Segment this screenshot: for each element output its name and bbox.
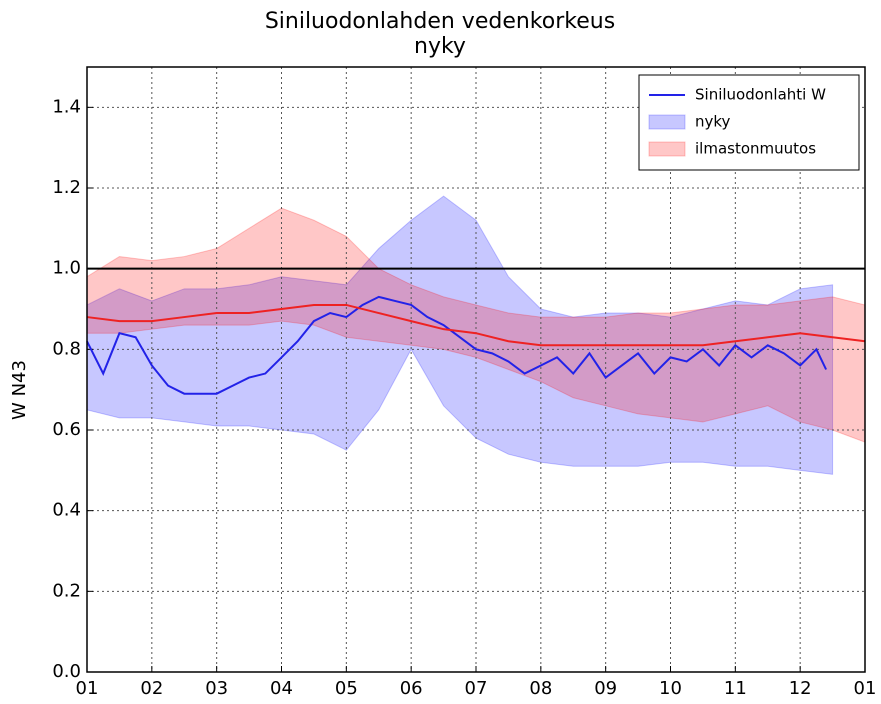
x-tick-label: 03 bbox=[205, 678, 228, 699]
y-tick-label: 0.8 bbox=[52, 338, 81, 359]
x-tick-label: 05 bbox=[335, 678, 358, 699]
x-tick-label: 12 bbox=[789, 678, 812, 699]
chart-subtitle: nyky bbox=[414, 34, 466, 59]
x-tick-label: 07 bbox=[465, 678, 488, 699]
chart-title: Siniluodonlahden vedenkorkeus bbox=[265, 9, 615, 34]
y-tick-label: 0.6 bbox=[52, 419, 81, 440]
x-tick-label: 01 bbox=[854, 678, 877, 699]
y-tick-label: 1.4 bbox=[52, 96, 81, 117]
x-tick-label: 10 bbox=[659, 678, 682, 699]
x-tick-label: 04 bbox=[270, 678, 293, 699]
y-axis-label: W N43 bbox=[9, 360, 30, 420]
line bbox=[86, 295, 828, 395]
x-tick-label: 01 bbox=[76, 678, 99, 699]
x-tick-label: 06 bbox=[400, 678, 423, 699]
x-tick-label: 02 bbox=[140, 678, 163, 699]
legend-label: Siniluodonlahti W bbox=[695, 86, 826, 104]
plot-frame bbox=[86, 66, 866, 673]
y-tick-label: 0.4 bbox=[52, 500, 81, 521]
legend-swatch bbox=[648, 114, 686, 130]
line bbox=[86, 303, 866, 347]
legend-swatch bbox=[648, 141, 686, 157]
y-tick-label: 1.0 bbox=[52, 258, 81, 279]
x-tick-label: 09 bbox=[594, 678, 617, 699]
y-tick-label: 0.2 bbox=[52, 580, 81, 601]
legend-label: ilmastonmuutos bbox=[695, 140, 816, 158]
legend: Siniluodonlahti W nyky ilmastonmuutos bbox=[638, 74, 860, 171]
x-tick-label: 11 bbox=[724, 678, 747, 699]
x-tick-label: 08 bbox=[529, 678, 552, 699]
band bbox=[86, 195, 834, 475]
legend-box bbox=[638, 74, 860, 171]
y-tick-label: 0.0 bbox=[52, 661, 81, 682]
legend-label: nyky bbox=[695, 113, 731, 131]
y-tick-label: 1.2 bbox=[52, 177, 81, 198]
